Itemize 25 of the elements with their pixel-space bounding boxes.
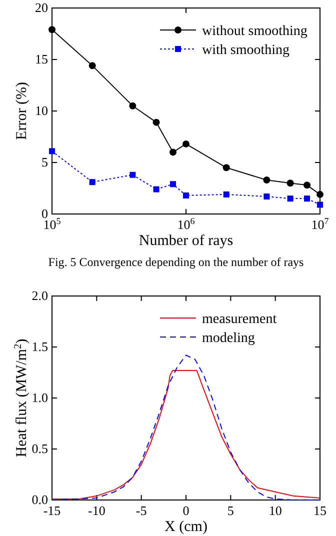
y-tick-label: 20 xyxy=(35,0,48,15)
x-axis-title: X (cm) xyxy=(164,519,208,535)
x-tick-label: 10$^{6}$ xyxy=(177,216,196,232)
y-tick-label: 1.5 xyxy=(32,339,48,354)
legend-label: modeling xyxy=(202,331,255,346)
x-tick-label: -5 xyxy=(136,503,147,518)
x-tick-label: 10$^{7}$ xyxy=(311,216,330,232)
y-tick-label: 15 xyxy=(35,52,48,66)
caption: Fig. 5 Convergence depending on the number of rays xyxy=(48,255,304,269)
x-tick-label: -10 xyxy=(88,503,106,518)
y-tick-label: 1.0 xyxy=(32,390,48,405)
x-axis-title: Number of rays xyxy=(138,233,234,249)
y-tick-label: 0 xyxy=(42,206,48,221)
x-tick-label: 0 xyxy=(182,503,190,518)
legend-label: measurement xyxy=(202,312,277,327)
y-tick-label: 0.5 xyxy=(32,441,48,456)
y-tick-label: 10 xyxy=(35,103,48,118)
x-tick-label: 15 xyxy=(314,503,326,518)
y-axis-title: Error (%) xyxy=(14,82,30,140)
x-tick-label: 5 xyxy=(227,503,234,518)
legend-label: without smoothing xyxy=(202,24,308,39)
y-tick-label: 2.0 xyxy=(32,288,48,303)
y-tick-label: 5 xyxy=(42,154,48,170)
legend-label: with smoothing xyxy=(202,43,290,58)
x-tick-label: 10 xyxy=(268,503,282,518)
